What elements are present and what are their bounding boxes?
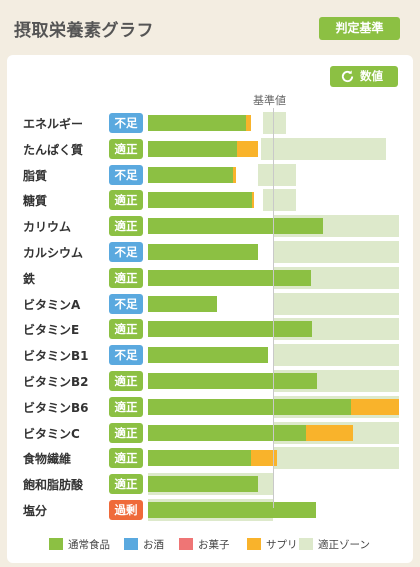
food-bar	[148, 244, 258, 260]
legend-label: サプリ	[266, 539, 298, 551]
nutrient-name: ビタミンB6	[23, 400, 89, 415]
nutrient-name: 飽和脂肪酸	[23, 478, 84, 493]
nutrient-row: 飽和脂肪酸 適正	[7, 471, 413, 497]
nutrient-row: 脂質 不足	[7, 162, 413, 188]
nutrient-chart-card: 数値 基準値 エネルギー 不足 たんぱく質 適正 脂質 不足 糖質 適正 カリウム 適正 カルシウム…	[7, 55, 413, 563]
nutrient-row: 塩分 過剰	[7, 497, 413, 523]
legend-swatch	[179, 538, 193, 550]
status-badge: 適正	[109, 190, 143, 211]
optimal-zone	[263, 112, 286, 134]
food-bar	[148, 476, 258, 493]
status-badge: 適正	[109, 216, 143, 237]
nutrient-name: たんぱく質	[23, 142, 84, 157]
legend-swatch	[124, 538, 138, 550]
nutrient-row: 鉄 適正	[7, 265, 413, 291]
nutrient-row: たんぱく質 適正	[7, 136, 413, 162]
status-badge: 適正	[109, 448, 143, 469]
food-bar	[148, 450, 251, 467]
status-badge: 適正	[109, 396, 143, 417]
status-badge: 適正	[109, 267, 143, 288]
status-badge: 適正	[109, 138, 143, 159]
food-bar	[148, 424, 306, 441]
chart-legend: 通常食品 お酒 お菓子 サプリ 適正ゾーン	[7, 533, 413, 555]
status-badge: 適正	[109, 422, 143, 443]
food-bar	[148, 166, 233, 183]
legend-label: 適正ゾーン	[318, 539, 370, 551]
legend-label: お菓子	[198, 539, 230, 551]
legend-swatch	[247, 538, 261, 550]
nutrient-name: 糖質	[23, 194, 48, 209]
nutrient-row: ビタミンE 適正	[7, 316, 413, 342]
food-bar	[148, 502, 316, 518]
nutrient-name: エネルギー	[23, 117, 84, 131]
food-bar	[148, 295, 217, 312]
nutrient-row: ビタミンC 適正	[7, 420, 413, 446]
nutrient-name: ビタミンB2	[23, 375, 89, 389]
status-badge: 過剰	[109, 500, 143, 520]
nutrient-name: ビタミンE	[23, 323, 80, 338]
nutrient-row: ビタミンB1 不足	[7, 342, 413, 368]
nutrient-name: ビタミンB1	[23, 349, 89, 364]
status-badge: 不足	[109, 242, 143, 262]
baseline-label: 基準値	[253, 94, 286, 107]
nutrient-name: 脂質	[23, 168, 48, 183]
food-bar	[148, 192, 252, 209]
supplement-bar	[250, 450, 277, 467]
nutrient-name: 塩分	[23, 504, 48, 518]
food-bar	[148, 269, 311, 286]
food-bar	[148, 115, 246, 131]
nutrient-name: ビタミンA	[23, 297, 81, 312]
status-badge: 適正	[109, 371, 143, 391]
food-bar	[148, 321, 312, 338]
food-bar	[148, 373, 317, 389]
optimal-zone	[273, 447, 399, 470]
refresh-icon	[341, 70, 354, 83]
optimal-zone	[258, 163, 296, 186]
header: 摂取栄養素グラフ 判定基準	[0, 0, 420, 56]
legend-swatch	[299, 538, 313, 550]
status-badge: 不足	[109, 293, 143, 314]
page-title: 摂取栄養素グラフ	[14, 21, 154, 41]
nutrient-row: ビタミンB2 適正	[7, 368, 413, 394]
legend-label: 通常食品	[68, 539, 110, 551]
supplement-bar	[350, 398, 399, 415]
nutrient-row: エネルギー 不足	[7, 110, 413, 136]
food-bar	[148, 398, 351, 415]
nutrient-row: ビタミンB6 適正	[7, 394, 413, 420]
supplement-bar	[233, 166, 236, 183]
nutrient-row: カリウム 適正	[7, 213, 413, 239]
optimal-zone	[260, 137, 386, 160]
legend-swatch	[49, 538, 63, 550]
status-badge: 適正	[109, 474, 143, 495]
optimal-zone	[273, 344, 399, 367]
optimal-zone	[273, 292, 399, 315]
supplement-bar	[245, 115, 251, 131]
show-values-button[interactable]: 数値	[330, 66, 398, 87]
status-badge: 不足	[109, 113, 143, 133]
legend-label: お酒	[143, 539, 164, 551]
judgement-criteria-button[interactable]: 判定基準	[319, 17, 400, 40]
nutrient-name: ビタミンC	[23, 426, 80, 441]
food-bar	[148, 140, 237, 157]
nutrient-name: 鉄	[23, 271, 36, 286]
nutrient-name: カルシウム	[23, 246, 84, 260]
status-badge: 不足	[109, 345, 143, 366]
nutrient-name: カリウム	[23, 220, 72, 235]
show-values-label: 数値	[360, 69, 383, 83]
status-badge: 適正	[109, 319, 143, 340]
supplement-bar	[236, 140, 258, 157]
food-bar	[148, 218, 323, 235]
nutrient-row: 糖質 適正	[7, 187, 413, 213]
supplement-bar	[305, 424, 353, 441]
status-badge: 不足	[109, 164, 143, 185]
food-bar	[148, 347, 268, 364]
nutrient-row: 食物繊維 適正	[7, 445, 413, 471]
supplement-bar	[251, 192, 255, 209]
baseline-line	[273, 108, 274, 508]
optimal-zone	[273, 241, 399, 263]
nutrient-name: 食物繊維	[23, 452, 72, 467]
nutrient-row: カルシウム 不足	[7, 239, 413, 265]
nutrient-row: ビタミンA 不足	[7, 291, 413, 317]
optimal-zone	[263, 189, 296, 212]
